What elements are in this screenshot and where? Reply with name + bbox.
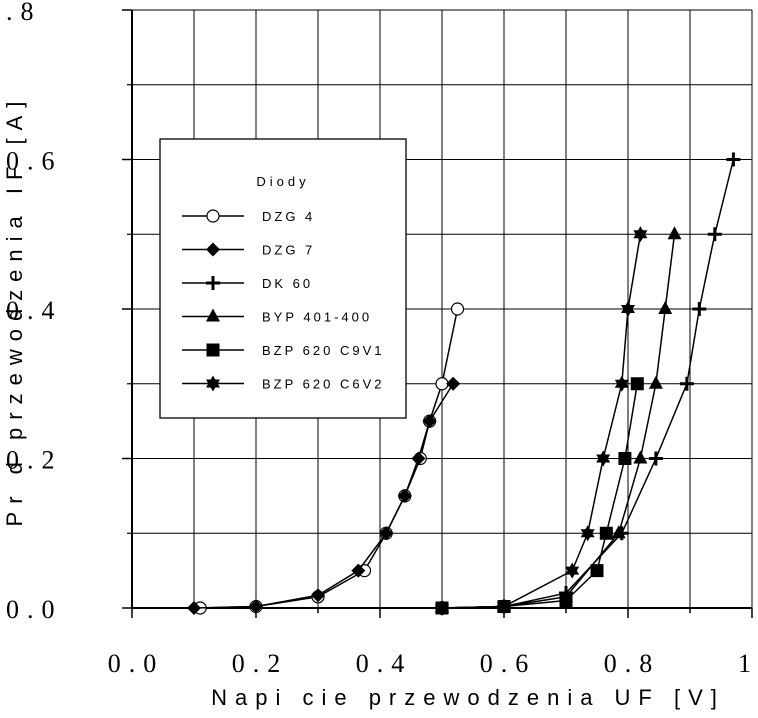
star-marker-part xyxy=(621,305,635,317)
data-point xyxy=(633,226,648,243)
data-point xyxy=(596,450,611,467)
series-4 xyxy=(435,226,682,613)
legend-label: DK 60 xyxy=(262,276,313,291)
x-axis-title: Napi cie przewodzenia UF [V] xyxy=(211,685,725,710)
data-point xyxy=(614,375,629,392)
star-marker-part xyxy=(206,379,220,392)
y-tick-label: 0.6 xyxy=(6,147,63,176)
data-point xyxy=(621,301,635,317)
data-point xyxy=(351,563,366,578)
data-point xyxy=(435,600,449,616)
series-line xyxy=(441,234,676,609)
series-5 xyxy=(435,377,644,615)
data-point xyxy=(422,414,437,429)
data-point xyxy=(658,301,673,314)
data-point xyxy=(411,451,426,466)
legend-entries: DZG 4 DZG 7 DK 60 BYP 401-400 BZP 620 C9V1 BZ… xyxy=(182,209,384,392)
star-marker-part xyxy=(435,604,449,616)
legend-marker xyxy=(206,343,220,357)
legend-label: DZG 4 xyxy=(262,209,315,224)
x-tick-label: 0.2 xyxy=(232,649,289,678)
data-point xyxy=(397,488,412,503)
x-tick-label: 0.4 xyxy=(356,649,413,678)
legend-marker xyxy=(206,308,220,322)
legend-entry: BYP 401-400 xyxy=(182,308,372,325)
legend-title: Diody xyxy=(256,174,309,189)
series-line xyxy=(441,383,639,609)
data-point xyxy=(311,588,325,603)
legend-marker xyxy=(206,276,220,290)
legend: Diody DZG 4 DZG 7 DK 60 BYP 401-400 BZP 620 … xyxy=(159,138,407,419)
legend-marker xyxy=(206,375,220,392)
data-point xyxy=(667,226,682,240)
legend-entry: BZP 620 C6V2 xyxy=(182,375,384,392)
x-tick-label: 0.0 xyxy=(108,649,165,678)
data-point xyxy=(707,227,722,242)
x-tick-label: 0.6 xyxy=(480,649,537,678)
data-point xyxy=(630,377,644,391)
legend-marker xyxy=(206,209,220,223)
data-point xyxy=(590,564,604,578)
data-point xyxy=(692,302,707,316)
y-tick-label: 0.2 xyxy=(6,446,63,475)
star-marker-part xyxy=(580,529,595,542)
legend-marker xyxy=(206,242,220,257)
data-point xyxy=(497,598,511,615)
star-marker-part xyxy=(633,230,648,243)
tick-labels: 0.0 0.2 0.4 0.6 .8 0.0 0.2 0.4 0.6 0.8 1. xyxy=(6,0,758,678)
legend-label: DZG 7 xyxy=(262,243,315,258)
legend-entry: DZG 7 xyxy=(182,242,315,258)
star-marker-part xyxy=(497,602,511,615)
data-point xyxy=(618,452,632,465)
legend-label: BYP 401-400 xyxy=(262,310,372,325)
data-point xyxy=(648,375,663,389)
data-point xyxy=(559,594,573,608)
star-marker-part xyxy=(565,566,580,579)
data-point xyxy=(446,376,461,391)
y-tick-label: 0.4 xyxy=(6,296,63,325)
y-axis-title: Pr d przewodzenia IF [A] xyxy=(2,94,27,527)
data-point xyxy=(648,451,663,466)
data-point xyxy=(565,562,580,579)
legend-label: BZP 620 C9V1 xyxy=(262,343,384,358)
legend-entry: DZG 4 xyxy=(182,209,315,224)
x-tick-label: 1. xyxy=(738,649,758,678)
data-point xyxy=(379,526,394,541)
x-tick-label: 0.8 xyxy=(604,649,661,678)
series-2 xyxy=(187,376,461,615)
data-point xyxy=(611,525,626,539)
data-point xyxy=(679,376,694,391)
legend-entry: BZP 620 C9V1 xyxy=(182,343,384,358)
legend-box xyxy=(159,138,407,419)
data-point xyxy=(633,450,648,464)
y-tick-label: .8 xyxy=(6,0,42,26)
data-point xyxy=(580,525,595,542)
series-layer xyxy=(187,152,741,616)
star-marker-part xyxy=(596,454,611,467)
y-tick-label: 0.0 xyxy=(6,595,63,624)
data-point xyxy=(249,599,263,614)
data-point xyxy=(450,302,465,316)
series-6 xyxy=(435,226,648,616)
legend-entry: DK 60 xyxy=(182,276,313,291)
star-marker-part xyxy=(614,379,629,392)
data-point xyxy=(726,152,741,167)
data-point xyxy=(187,601,201,615)
series-line xyxy=(441,234,642,609)
legend-label: BZP 620 C6V2 xyxy=(262,377,384,392)
data-point xyxy=(599,526,613,540)
